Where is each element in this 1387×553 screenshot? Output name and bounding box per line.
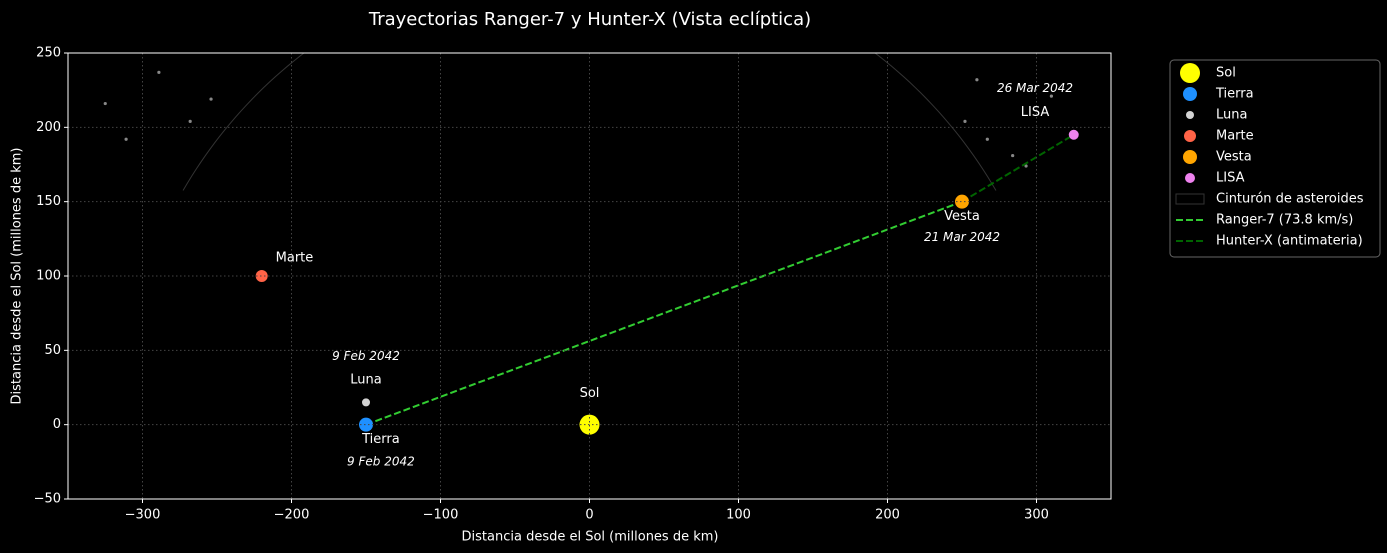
legend-label: Ranger-7 (73.8 km/s) [1216, 213, 1353, 228]
y-tick-label: 250 [36, 46, 61, 61]
legend-marker [1180, 63, 1200, 83]
y-axis-label: Distancia desde el Sol (millones de km) [10, 148, 25, 405]
y-tick-label: 150 [36, 194, 61, 209]
x-tick-label: 300 [1024, 508, 1049, 523]
legend-label: Luna [1216, 108, 1247, 123]
body-marker [362, 398, 370, 407]
asteroid [975, 78, 979, 82]
trajectory [365, 200, 963, 426]
y-tick-label: 50 [44, 343, 61, 358]
annotation: Marte [276, 251, 314, 266]
annotation: Tierra [361, 432, 400, 447]
chart-title: Trayectorias Ranger-7 y Hunter-X (Vista … [368, 9, 811, 30]
x-axis-label: Distancia desde el Sol (millones de km) [462, 530, 719, 545]
annotation: Vesta [944, 209, 980, 224]
annotation: 26 Mar 2042 [997, 81, 1073, 95]
legend-label: Vesta [1216, 150, 1252, 165]
annotation: Luna [350, 373, 381, 388]
legend-marker [1185, 173, 1195, 183]
body-marker [1068, 129, 1079, 140]
body-marker [955, 194, 969, 209]
legend-marker [1183, 150, 1197, 164]
body-marker [255, 270, 268, 282]
legend-marker [1186, 111, 1194, 119]
legend-patch [1175, 193, 1205, 205]
asteroid [1049, 94, 1053, 98]
asteroid [1011, 153, 1015, 158]
asteroid [1024, 164, 1028, 168]
legend-label: Cinturón de asteroides [1216, 192, 1364, 207]
x-tick-label: 100 [726, 508, 751, 523]
x-tick-label: 0 [585, 508, 593, 523]
x-tick-label: −200 [274, 508, 310, 523]
asteroid-belt [182, 53, 997, 191]
asteroid [188, 119, 192, 123]
legend-label: Sol [1216, 66, 1236, 81]
trajectory [961, 133, 1075, 203]
y-tick-label: 200 [36, 120, 61, 135]
plot-frame [67, 52, 1112, 500]
y-tick-label: −50 [34, 492, 61, 507]
legend-label: Tierra [1215, 87, 1254, 102]
x-tick-label: −300 [125, 508, 161, 523]
body-marker [359, 417, 373, 432]
legend-box [1169, 59, 1381, 258]
legend-label: LISA [1216, 171, 1245, 186]
x-tick-label: 200 [875, 508, 900, 523]
legend-marker [1183, 87, 1197, 101]
asteroid [124, 137, 128, 141]
y-tick-label: 100 [36, 269, 61, 284]
legend-marker [1184, 130, 1196, 142]
plot-area [103, 53, 1079, 435]
asteroid [985, 137, 989, 141]
asteroid [209, 97, 213, 101]
annotation: 9 Feb 2042 [347, 454, 415, 468]
asteroid [963, 119, 967, 123]
legend-label: Hunter-X (antimateria) [1216, 234, 1363, 249]
annotation: Sol [580, 386, 600, 401]
asteroid [103, 101, 107, 106]
legend-label: Marte [1216, 129, 1254, 144]
annotation: 9 Feb 2042 [332, 349, 400, 363]
annotation: LISA [1021, 105, 1050, 120]
y-tick-label: 0 [53, 417, 61, 432]
annotation: 21 Mar 2042 [924, 230, 1000, 244]
x-tick-label: −100 [423, 508, 459, 523]
asteroid [157, 70, 161, 74]
